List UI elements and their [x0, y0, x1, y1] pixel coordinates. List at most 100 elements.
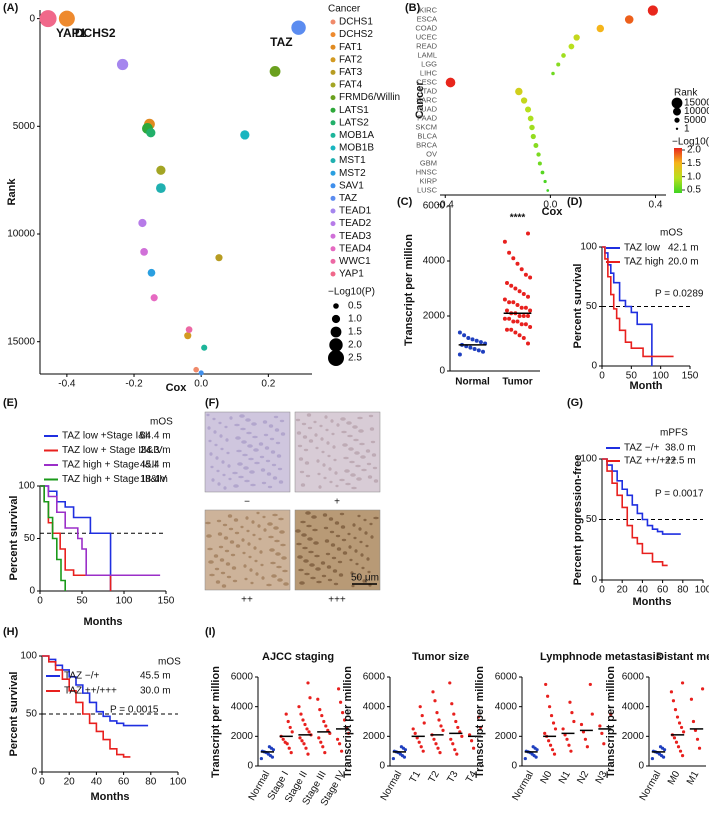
panel-label: (H) [3, 626, 19, 638]
y-tick-label: 50 [586, 514, 598, 525]
cell-nucleus [368, 414, 374, 418]
point [469, 739, 474, 743]
cell-nucleus [351, 584, 355, 588]
x-tick-label: 60 [118, 777, 130, 788]
cell-nucleus [257, 524, 261, 528]
cell-nucleus [266, 472, 272, 476]
y-tick-label: 4000 [495, 701, 518, 712]
y-tick-label: 2000 [363, 731, 386, 742]
cell-nucleus [274, 428, 280, 432]
p-value: P = 0.0017 [655, 489, 704, 500]
cell-nucleus [260, 563, 264, 567]
legend-label: FAT2 [339, 54, 363, 65]
legend-swatch [330, 57, 336, 63]
cell-nucleus [243, 564, 247, 568]
cell-nucleus [229, 540, 235, 544]
x-tick-label: 0.0 [194, 379, 208, 390]
p-value: P = 0.0289 [655, 289, 704, 300]
cell-nucleus [242, 453, 248, 457]
panel-label: (I) [205, 626, 216, 638]
cell-nucleus [366, 557, 370, 561]
cell-nucleus [248, 457, 254, 461]
point [58, 10, 75, 27]
cell-nucleus [212, 417, 216, 421]
point [526, 231, 530, 236]
cell-nucleus [244, 479, 250, 483]
point [676, 745, 681, 749]
point [343, 718, 347, 722]
point [609, 712, 613, 716]
cell-nucleus [306, 413, 312, 417]
cell-nucleus [219, 558, 225, 562]
point [308, 696, 312, 700]
cell-nucleus [309, 563, 315, 567]
size-legend-dot [330, 326, 342, 338]
y-tick-label: 0 [591, 575, 597, 586]
cell-nucleus [340, 417, 346, 421]
legend-swatch [330, 132, 336, 138]
size-legend-label: 1.0 [348, 314, 362, 325]
cell-nucleus [355, 562, 359, 566]
legend-label: LATS2 [339, 117, 369, 128]
cell-nucleus [354, 549, 358, 553]
cell-nucleus [224, 425, 228, 429]
point [298, 736, 302, 740]
cell-nucleus [322, 463, 326, 467]
cell-nucleus [218, 545, 224, 549]
color-legend-title: −Log10(P) [672, 137, 709, 148]
cell-nucleus [213, 430, 217, 434]
cell-nucleus [227, 514, 233, 518]
cell-nucleus [277, 578, 283, 582]
legend-swatch [330, 120, 336, 126]
cell-nucleus [362, 579, 366, 583]
point [677, 721, 682, 725]
cell-nucleus [297, 555, 303, 559]
point [320, 713, 324, 718]
point [215, 254, 223, 262]
point [680, 754, 685, 758]
point [569, 749, 573, 753]
cell-nucleus [272, 476, 278, 480]
cell-nucleus [276, 454, 282, 458]
point [519, 267, 524, 272]
survival-curve [602, 458, 681, 535]
point [411, 727, 415, 731]
legend-label: TEAD1 [339, 206, 372, 217]
dot [543, 179, 547, 184]
point [316, 697, 320, 701]
point [457, 330, 462, 335]
legend-label: TAZ low +Stage I&II [62, 431, 150, 442]
cell-nucleus [216, 469, 220, 473]
cell-nucleus [223, 486, 227, 490]
cell-nucleus [253, 448, 259, 452]
cell-nucleus [280, 432, 286, 436]
point [548, 743, 553, 747]
point [549, 713, 554, 718]
point [289, 751, 293, 755]
size-legend-label: 15000 [684, 98, 709, 109]
legend-swatch [330, 170, 336, 176]
point [481, 349, 485, 354]
point [565, 737, 569, 741]
cell-nucleus [350, 571, 354, 575]
cell-nucleus [352, 523, 356, 527]
cell-nucleus [356, 575, 360, 579]
legend-swatch [330, 233, 336, 239]
size-legend-dot [328, 350, 344, 366]
dot [573, 34, 580, 41]
point [267, 745, 272, 749]
cell-nucleus [215, 580, 221, 584]
cell-nucleus [248, 555, 252, 559]
legend-label: FAT4 [339, 80, 363, 91]
legend-label: TAZ ++/+++ [624, 456, 677, 467]
cell-nucleus [313, 541, 319, 545]
cell-nucleus [249, 470, 255, 474]
point [287, 746, 291, 750]
point [472, 347, 477, 351]
cell-nucleus [330, 419, 334, 423]
point [439, 724, 443, 728]
size-legend-dot [333, 303, 339, 309]
point [505, 281, 509, 285]
cell-nucleus [339, 478, 345, 482]
y-tick-label: 2000 [622, 731, 645, 742]
